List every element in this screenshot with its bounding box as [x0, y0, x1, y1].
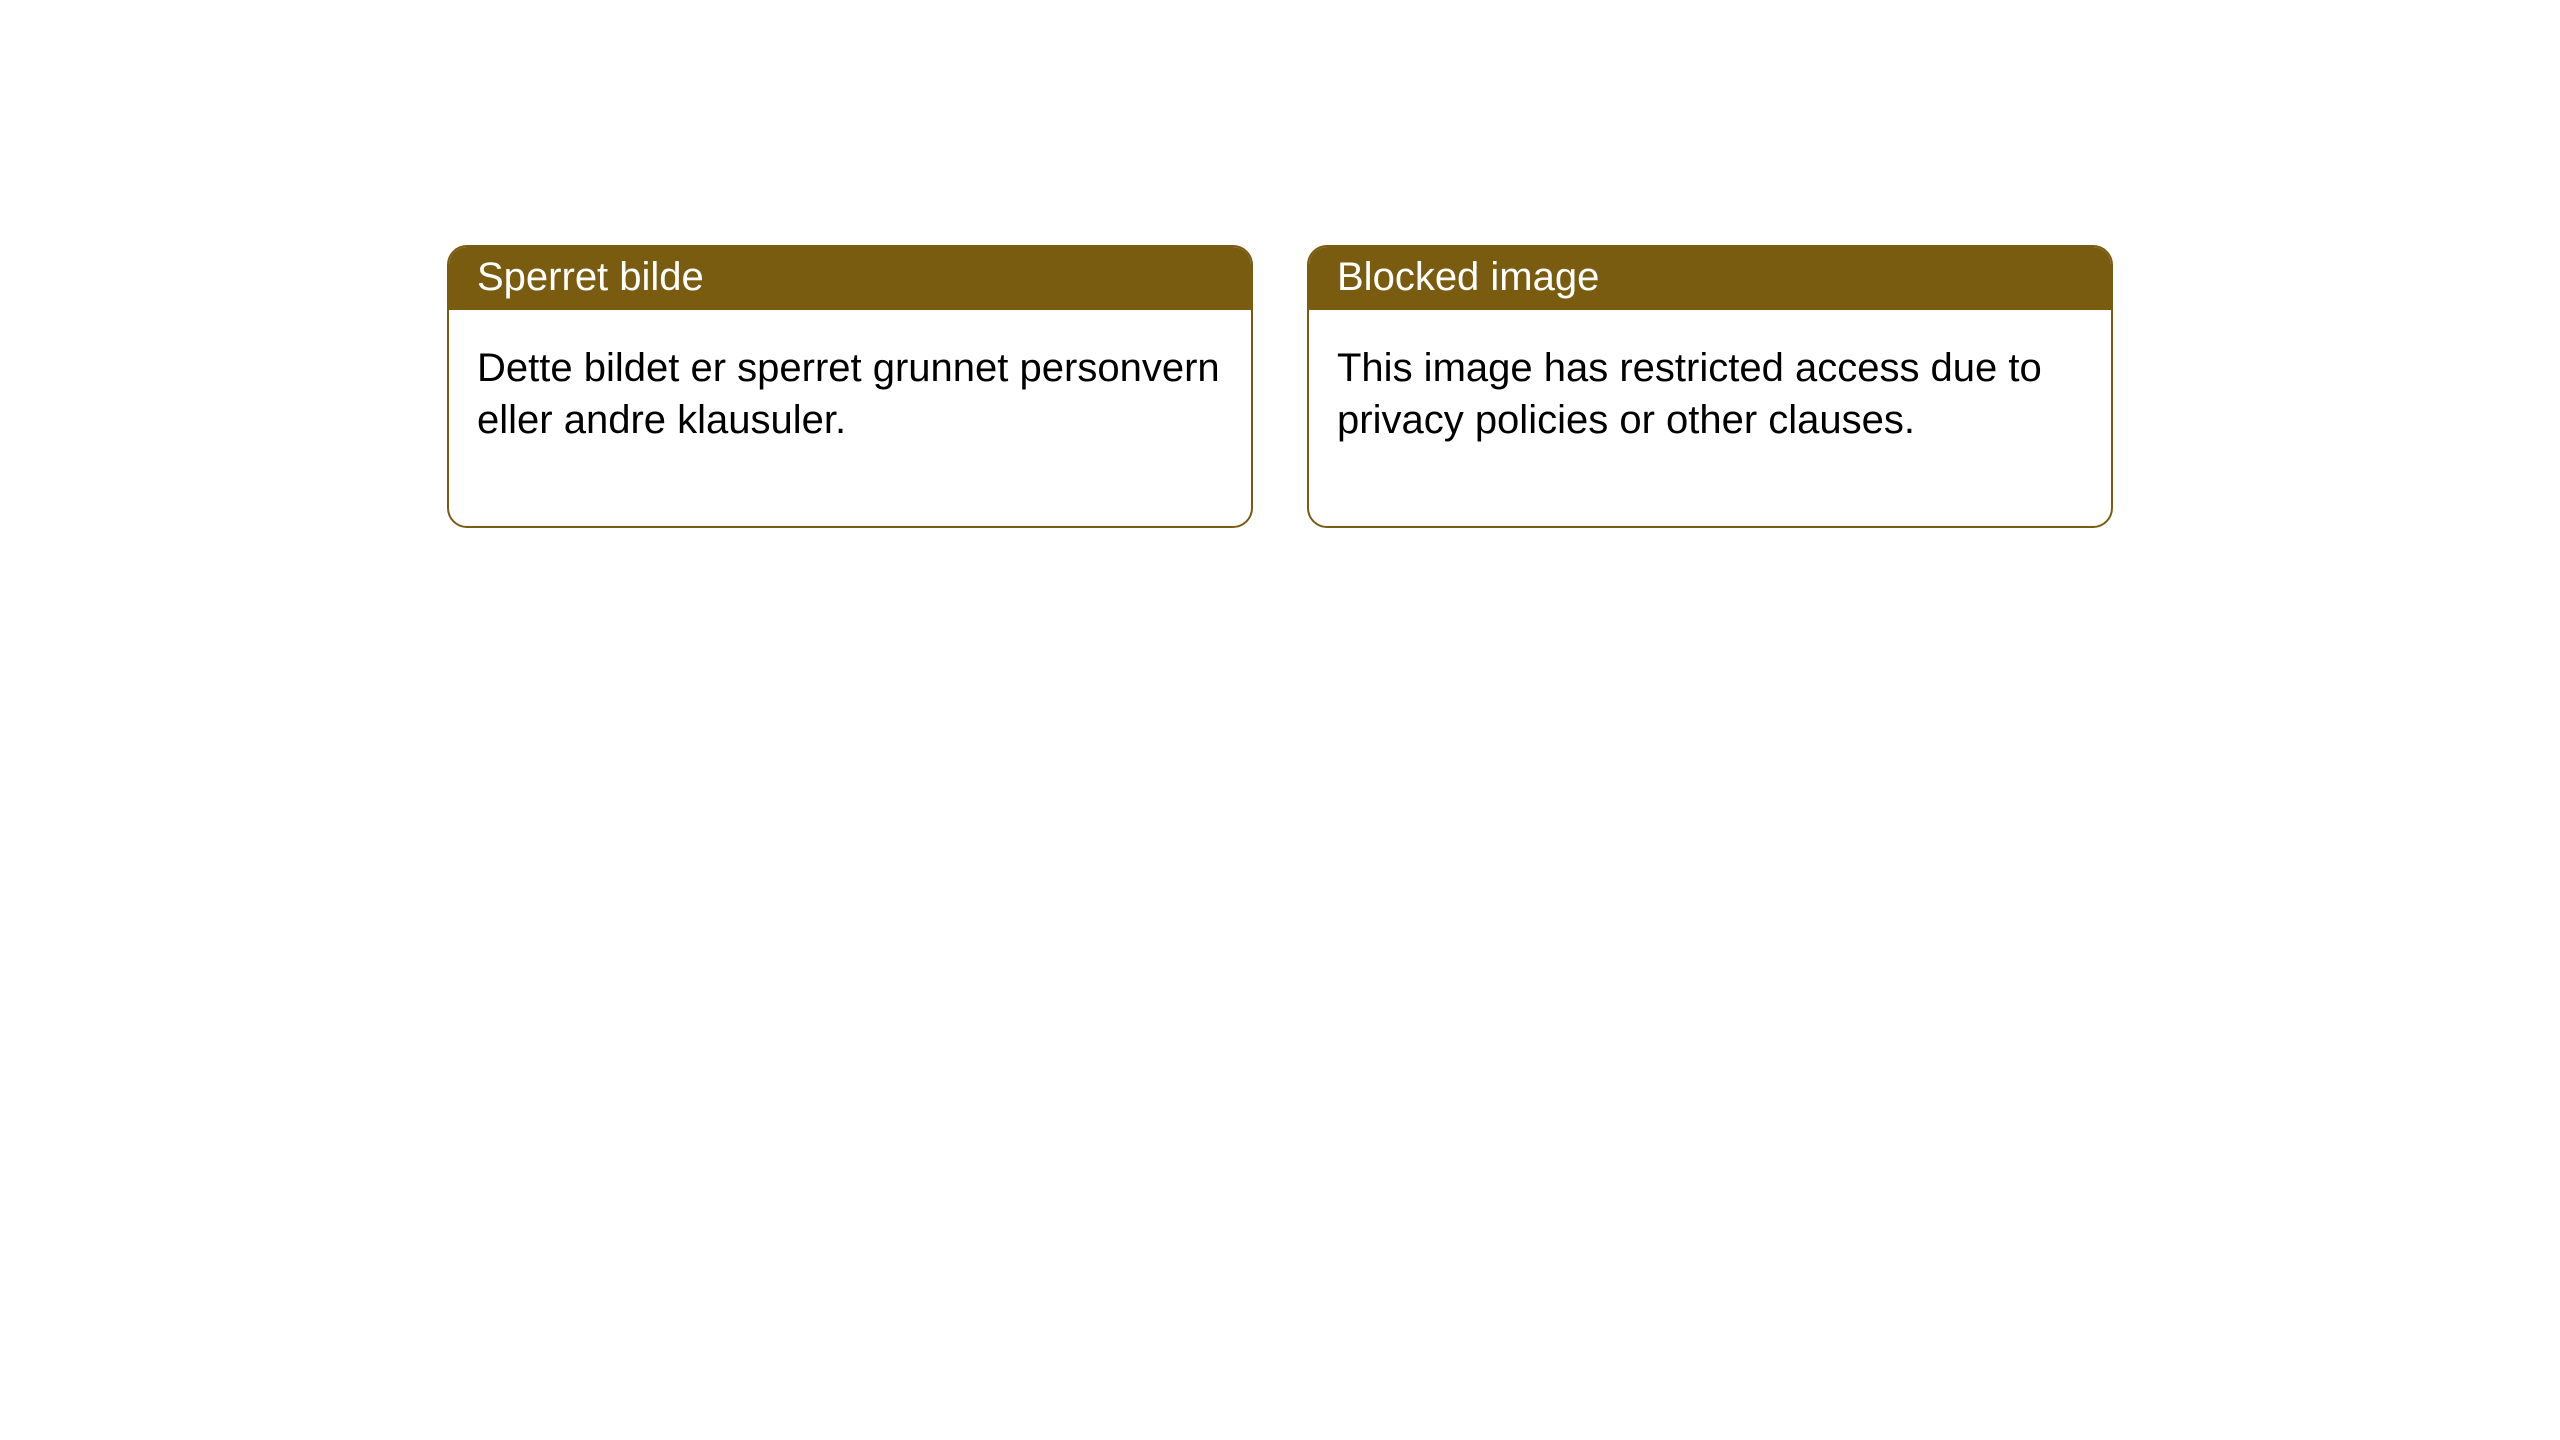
card-header: Blocked image [1309, 247, 2111, 310]
notice-card-norwegian: Sperret bilde Dette bildet er sperret gr… [447, 245, 1253, 528]
card-body: This image has restricted access due to … [1309, 310, 2111, 526]
notice-card-english: Blocked image This image has restricted … [1307, 245, 2113, 528]
notice-container: Sperret bilde Dette bildet er sperret gr… [0, 0, 2560, 528]
card-header: Sperret bilde [449, 247, 1251, 310]
card-title: Sperret bilde [477, 255, 704, 299]
card-title: Blocked image [1337, 255, 1599, 299]
card-body-text: Dette bildet er sperret grunnet personve… [477, 346, 1220, 442]
card-body-text: This image has restricted access due to … [1337, 346, 2042, 442]
card-body: Dette bildet er sperret grunnet personve… [449, 310, 1251, 526]
